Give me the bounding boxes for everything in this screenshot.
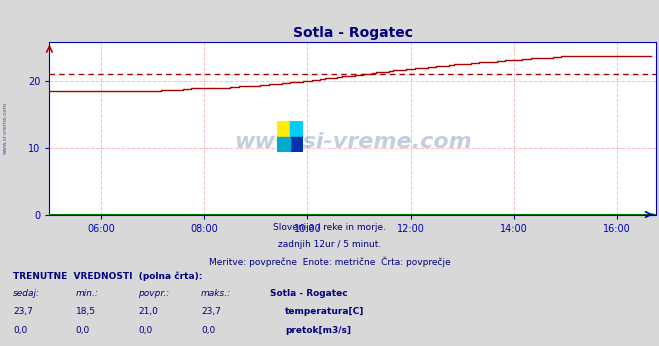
Text: Meritve: povprečne  Enote: metrične  Črta: povprečje: Meritve: povprečne Enote: metrične Črta:…: [209, 256, 450, 267]
Text: 21,0: 21,0: [138, 307, 158, 316]
Text: TRENUTNE  VREDNOSTI  (polna črta):: TRENUTNE VREDNOSTI (polna črta):: [13, 272, 202, 281]
Text: 0,0: 0,0: [201, 326, 215, 335]
Text: zadnjih 12ur / 5 minut.: zadnjih 12ur / 5 minut.: [278, 240, 381, 249]
Text: povpr.:: povpr.:: [138, 289, 169, 298]
Bar: [277, 121, 290, 137]
Title: Sotla - Rogatec: Sotla - Rogatec: [293, 26, 413, 40]
Text: temperatura[C]: temperatura[C]: [285, 307, 364, 316]
Text: pretok[m3/s]: pretok[m3/s]: [285, 326, 351, 335]
Text: 0,0: 0,0: [76, 326, 90, 335]
Text: 18,5: 18,5: [76, 307, 96, 316]
Text: sedaj:: sedaj:: [13, 289, 40, 298]
Text: 0,0: 0,0: [13, 326, 28, 335]
Text: maks.:: maks.:: [201, 289, 231, 298]
Text: 23,7: 23,7: [13, 307, 33, 316]
Bar: [290, 121, 303, 137]
Bar: [277, 137, 290, 152]
Text: www.si-vreme.com: www.si-vreme.com: [3, 102, 8, 154]
Text: 23,7: 23,7: [201, 307, 221, 316]
Text: www.si-vreme.com: www.si-vreme.com: [234, 132, 471, 152]
Text: Slovenija / reke in morje.: Slovenija / reke in morje.: [273, 223, 386, 232]
Bar: [290, 137, 303, 152]
Text: min.:: min.:: [76, 289, 99, 298]
Text: Sotla - Rogatec: Sotla - Rogatec: [270, 289, 348, 298]
Text: 0,0: 0,0: [138, 326, 153, 335]
